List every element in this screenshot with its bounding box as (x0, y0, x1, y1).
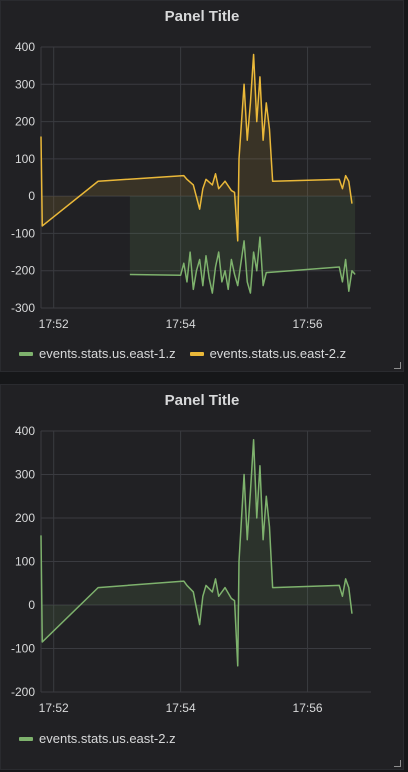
resize-handle[interactable] (394, 362, 401, 369)
series-area-0 (41, 439, 352, 666)
y-tick-label: 100 (15, 555, 35, 569)
chart-area[interactable]: 400 300 200 100 0 -100 -200 -300 17:52 17:54 17:56 (1, 1, 405, 341)
x-tick-label: 17:56 (293, 317, 323, 331)
panel-title[interactable]: Panel Title (164, 8, 240, 25)
graph-panel-1[interactable]: Panel Title 400 300 200 100 0 -100 -200 -300 17:… (0, 0, 404, 372)
legend-item-east-2[interactable]: events.stats.us.east-2.z (189, 346, 347, 361)
graph-panel-2[interactable]: Panel Title 400 300 200 100 0 -100 -200 17:52 17… (0, 384, 404, 770)
resize-handle[interactable] (394, 760, 401, 767)
legend: events.stats.us.east-2.z (19, 731, 176, 746)
legend-item-east-1[interactable]: events.stats.us.east-1.z (19, 346, 176, 361)
y-tick-label: 400 (15, 40, 35, 54)
y-tick-label: 200 (15, 511, 35, 525)
legend-swatch (19, 351, 33, 356)
y-tick-label: 300 (15, 77, 35, 91)
y-tick-label: -200 (11, 264, 35, 278)
x-tick-label: 17:52 (39, 317, 69, 331)
series-line-0 (40, 438, 353, 667)
panel-title[interactable]: Panel Title (164, 392, 240, 409)
legend-swatch (19, 736, 33, 741)
series-area-1 (41, 54, 352, 241)
x-tick-label: 17:54 (166, 317, 196, 331)
chart-area[interactable]: 400 300 200 100 0 -100 -200 17:52 17:54 17:56 (1, 385, 405, 725)
y-tick-label: -100 (11, 226, 35, 240)
legend-label: events.stats.us.east-2.z (39, 731, 176, 746)
y-tick-label: 0 (28, 598, 35, 612)
y-tick-label: 400 (15, 424, 35, 438)
y-tick-label: 100 (15, 152, 35, 166)
y-tick-label: 200 (15, 115, 35, 129)
legend: events.stats.us.east-1.z events.stats.us… (19, 346, 346, 361)
legend-swatch (189, 351, 204, 356)
series-line-0 (129, 236, 356, 294)
x-tick-label: 17:56 (293, 701, 323, 715)
legend-label: events.stats.us.east-2.z (209, 346, 347, 361)
y-tick-label: -100 (11, 642, 35, 656)
y-tick-label: 0 (28, 189, 35, 203)
y-tick-label: -200 (11, 685, 35, 699)
x-tick-label: 17:52 (39, 701, 69, 715)
legend-item-east-2[interactable]: events.stats.us.east-2.z (19, 731, 176, 746)
series-line-1 (40, 53, 353, 242)
series-area-0 (129, 196, 356, 294)
legend-label: events.stats.us.east-1.z (39, 346, 176, 361)
y-tick-label: -300 (11, 301, 35, 315)
x-tick-label: 17:54 (166, 701, 196, 715)
y-tick-label: 300 (15, 468, 35, 482)
